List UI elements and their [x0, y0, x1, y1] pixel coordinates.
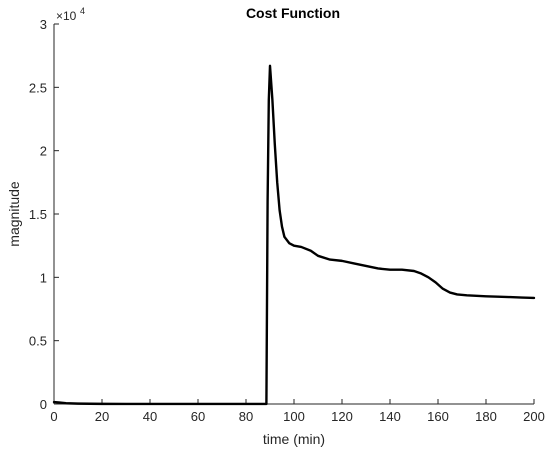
x-axis-ticks: 0 20 40 60 80 100 120 140 160 180 200 — [50, 399, 545, 424]
y-tick-label: 1.5 — [29, 207, 47, 222]
y-tick-label: 3 — [40, 17, 47, 32]
y-exponent-base: ×10 — [56, 9, 77, 23]
x-tick-label: 0 — [50, 409, 57, 424]
y-tick-label: 2 — [40, 144, 47, 159]
series-group — [52, 64, 536, 406]
x-tick-label: 140 — [379, 409, 401, 424]
y-axis-ticks: 0 0.5 1 1.5 2 2.5 3 — [29, 17, 59, 412]
y-axis-label: magnitude — [6, 181, 22, 247]
y-exponent-power: 4 — [80, 6, 85, 16]
x-tick-label: 200 — [523, 409, 545, 424]
y-exponent-label: ×10 4 — [56, 6, 85, 23]
y-tick-label: 0 — [40, 397, 47, 412]
y-tick-label: 1 — [40, 270, 47, 285]
x-tick-label: 40 — [143, 409, 157, 424]
chart-title: Cost Function — [246, 5, 340, 21]
x-tick-label: 60 — [191, 409, 205, 424]
cost-series-line — [52, 64, 536, 406]
x-tick-label: 20 — [95, 409, 109, 424]
x-tick-label: 180 — [475, 409, 497, 424]
plot-area: 0 20 40 60 80 100 120 140 160 180 200 0 0.5 1 1.5 2 2.5… — [29, 17, 545, 424]
x-tick-label: 100 — [283, 409, 305, 424]
x-tick-label: 120 — [331, 409, 353, 424]
x-tick-label: 160 — [427, 409, 449, 424]
x-axis-label: time (min) — [263, 431, 325, 447]
y-tick-label: 0.5 — [29, 334, 47, 349]
y-tick-label: 2.5 — [29, 80, 47, 95]
x-tick-label: 80 — [239, 409, 253, 424]
